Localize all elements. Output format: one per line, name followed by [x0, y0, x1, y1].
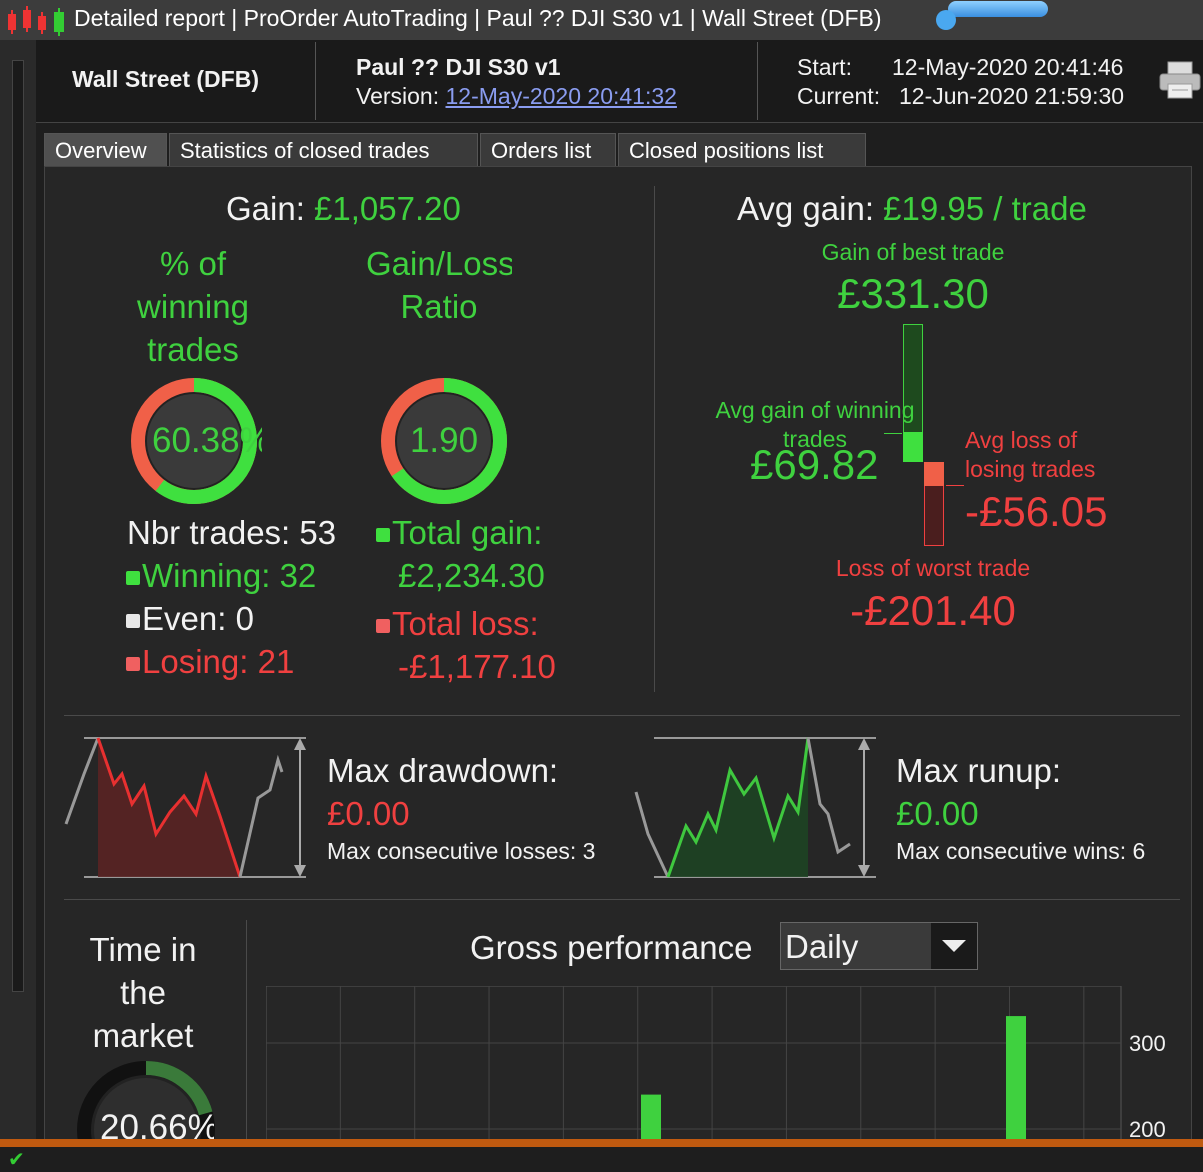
green-square-icon: [376, 528, 390, 543]
chevron-down-icon[interactable]: [931, 923, 977, 969]
drawdown-label: Max drawdown:: [327, 752, 559, 789]
total-gain-value: £2,234.30: [398, 557, 545, 594]
report-header: [36, 40, 1203, 123]
start-value: 12-May-2020 20:41:46: [892, 54, 1124, 80]
header-divider: [757, 42, 758, 120]
nbr-trades-row: Nbr trades: 53: [127, 514, 336, 552]
losing-row: Losing: 21: [126, 643, 294, 681]
checkmark-icon: ✔: [8, 1149, 25, 1171]
nbr-trades-value: 53: [299, 514, 337, 551]
gross-performance-chart: 300 200: [266, 986, 1166, 1142]
y-tick-label: 200: [1129, 1117, 1166, 1142]
period-select-value: Daily: [785, 928, 859, 965]
printer-icon[interactable]: [1158, 60, 1202, 102]
bottom-status-strip: [0, 1139, 1203, 1147]
avg-loss-label: Avg loss of losing trades: [965, 427, 1096, 482]
time-in-market-value: 20.66%: [100, 1108, 214, 1140]
time-in-market-label: Time in the market: [89, 931, 197, 1054]
red-square-icon: [126, 657, 140, 672]
instrument-name: Wall Street (DFB): [72, 66, 259, 92]
gain-value: £1,057.20: [314, 190, 461, 227]
total-loss-label-row: Total loss:: [376, 605, 539, 643]
losing-value: 21: [257, 643, 295, 680]
total-gain-label: Total gain:: [392, 514, 543, 551]
current-label: Current:: [797, 83, 881, 109]
max-consec-wins: Max consecutive wins: 6: [896, 838, 1146, 864]
tab-closed-positions-list[interactable]: Closed positions list: [618, 133, 866, 166]
candlestick-app-icon: [8, 6, 64, 36]
avg-gain-label: Avg gain:: [737, 190, 874, 227]
tab-overview[interactable]: Overview: [44, 133, 167, 166]
loading-progress-bar: [948, 1, 1048, 17]
tab-statistics-closed-trades[interactable]: Statistics of closed trades: [169, 133, 478, 166]
winning-value: 32: [279, 557, 317, 594]
max-consec-losses: Max consecutive losses: 3: [327, 838, 596, 864]
window-title: Detailed report | ProOrder AutoTrading |…: [74, 5, 882, 31]
period-select[interactable]: Daily: [780, 922, 978, 970]
start-label: Start:: [797, 54, 852, 80]
version-label: Version:: [356, 83, 440, 109]
avg-loss-bar: [924, 462, 944, 486]
side-button[interactable]: [10, 1105, 24, 1119]
tab-orders-list[interactable]: Orders list: [480, 133, 616, 166]
section-divider: [654, 186, 655, 692]
gl-ratio-label: Gain/Loss Ratio: [366, 245, 512, 325]
drawdown-sparkline: [64, 737, 306, 878]
worst-trade-value: -£201.40: [850, 587, 1016, 634]
title-bar: Detailed report | ProOrder AutoTrading |…: [0, 0, 1203, 40]
nbr-trades-label: Nbr trades:: [127, 514, 291, 551]
red-square-icon: [376, 619, 390, 634]
pct-winning-label: % of winning trades: [137, 245, 249, 368]
gross-performance-label: Gross performance: [470, 929, 753, 966]
version-row: Version: 12-May-2020 20:41:32: [356, 83, 677, 110]
avg-gain-row: Avg gain: £19.95 / trade: [737, 190, 1087, 228]
runup-label: Max runup:: [896, 752, 1062, 789]
total-loss-value: -£1,177.10: [398, 648, 556, 685]
avg-loss-value: -£56.05: [965, 488, 1108, 535]
avg-win-label: Avg gain of winning trades: [715, 397, 915, 452]
section-divider: [246, 920, 247, 1147]
drawdown-value: £0.00: [327, 795, 410, 832]
overview-panel: [44, 166, 1192, 1147]
time-in-market-donut: [77, 1061, 215, 1147]
even-label: Even:: [142, 600, 227, 637]
system-name: Paul ?? DJI S30 v1: [356, 54, 561, 80]
even-row: Even: 0: [126, 600, 254, 638]
avg-loss-arrow: [946, 485, 964, 486]
avg-win-bar: [903, 432, 923, 462]
gain-label: Gain:: [226, 190, 305, 227]
vertical-scrollbar[interactable]: [12, 60, 24, 992]
total-loss-label: Total loss:: [392, 605, 539, 642]
runup-sparkline: [634, 737, 876, 878]
avg-win-value: £69.82: [750, 441, 879, 488]
winning-row: Winning: 32: [126, 557, 316, 595]
current-value: 12-Jun-2020 21:59:30: [899, 83, 1125, 109]
y-tick-label: 300: [1129, 1031, 1166, 1056]
avg-gain-value: £19.95 / trade: [883, 190, 1087, 227]
best-trade-label: Gain of best trade: [821, 239, 1005, 265]
best-trade-value: £331.30: [837, 270, 989, 317]
section-divider: [64, 715, 1180, 716]
avg-win-arrow: [884, 433, 902, 434]
green-square-icon: [126, 571, 140, 586]
total-gain-label-row: Total gain:: [376, 514, 542, 552]
bar: [1006, 1016, 1026, 1142]
worst-trade-label: Loss of worst trade: [835, 555, 1031, 581]
winning-label: Winning:: [142, 557, 271, 594]
bar: [641, 1094, 661, 1142]
gain-row: Gain: £1,057.20: [226, 190, 461, 228]
section-divider: [64, 899, 1180, 900]
even-value: 0: [235, 600, 254, 637]
version-link[interactable]: 12-May-2020 20:41:32: [445, 83, 677, 109]
left-side-strip: ✔: [0, 40, 36, 1171]
runup-value: £0.00: [896, 795, 979, 832]
gl-ratio-donut: [381, 378, 507, 504]
pct-winning-donut: [131, 378, 257, 504]
losing-label: Losing:: [142, 643, 249, 680]
chat-bubble-icon[interactable]: [936, 10, 956, 30]
white-square-icon: [126, 614, 140, 629]
gl-ratio-value: 1.90: [409, 421, 479, 460]
pct-winning-value: 60.38%: [152, 421, 262, 460]
header-divider: [315, 42, 316, 120]
